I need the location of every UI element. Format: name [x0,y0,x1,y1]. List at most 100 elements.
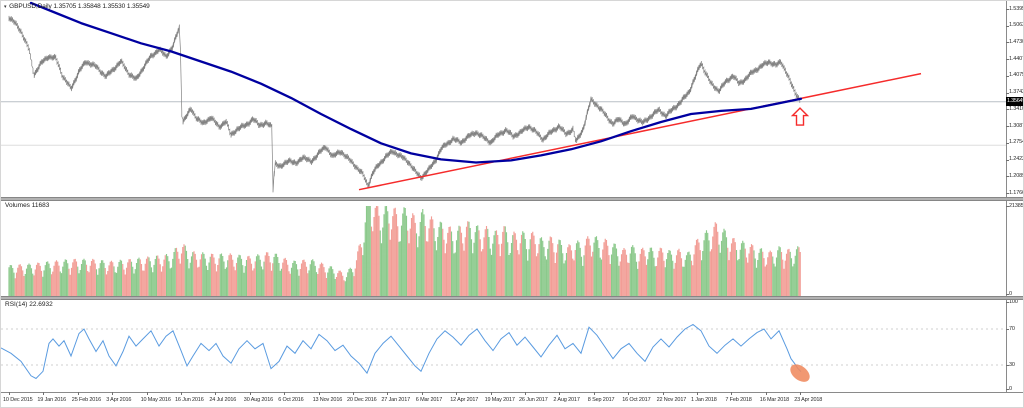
time-axis-tick [353,392,354,395]
price-axis-label: 1.47305 [1009,38,1023,45]
axis-tick [1006,206,1009,207]
rsi-indicator-label: RSI(14) 22.6932 [5,301,53,308]
time-axis-label: 3 Apr 2016 [106,397,132,403]
price-axis-label: 1.24220 [1009,156,1023,163]
time-axis-label: 6 Mar 2017 [415,397,443,403]
axis-tick [1006,109,1009,111]
price-axis-label: 1.20895 [1009,172,1023,179]
rsi-value: 22.6932 [29,301,53,308]
time-axis-tick [697,392,698,395]
chart-marker-icon: ▾ [4,4,7,10]
time-axis-tick [525,392,526,395]
price-axis-label: 1.30870 [1009,122,1023,129]
chart-title: ▾ GBPUSD,Daily 1.35705 1.35848 1.35530 1… [4,3,150,10]
time-axis-tick [9,392,10,395]
price-axis-label: 1.37425 [1009,89,1023,96]
price-axis-label: 1.50630 [1009,22,1023,29]
axis-tick [1006,176,1009,178]
rsi-axis-label: 0 [1009,385,1012,392]
time-axis-label: 16 Mar 2018 [759,397,790,403]
axis-tick [1006,9,1009,10]
pane-divider-volume[interactable] [1,197,1023,201]
time-axis-label: 27 Jan 2017 [381,397,411,403]
time-axis-label: 6 Oct 2016 [278,397,304,403]
price-axis-label: 1.40750 [1009,72,1023,79]
price-axis-label: 1.17665 [1009,189,1023,196]
axis-tick [1006,126,1009,128]
time-axis-label: 23 Apr 2018 [794,397,823,403]
price-chart[interactable] [1,1,1024,198]
time-axis-label: 10 Dec 2015 [3,397,33,403]
time-axis-tick [181,392,182,395]
volume-chart[interactable] [1,201,1024,296]
axis-tick [1006,294,1009,295]
time-axis-label: 7 Feb 2018 [725,397,752,403]
volume-indicator-label: Volumes 11683 [5,202,49,209]
axis-tick [1006,302,1009,303]
axis-tick [1006,75,1009,77]
volume-axis-label: 0 [1009,290,1012,297]
time-axis-label: 10 May 2016 [140,397,171,403]
time-axis-label: 2 Aug 2017 [553,397,580,403]
time-axis-tick [765,392,767,395]
time-axis-tick [249,392,251,395]
time-axis-label: 19 Jan 2016 [37,397,67,403]
pane-divider-rsi[interactable] [1,296,1023,300]
time-axis-tick [490,392,492,395]
time-axis-label: 13 Nov 2016 [312,397,343,403]
time-axis-tick [77,392,79,395]
price-axis-line [1006,1,1007,392]
volume-axis-label: 213856 [1009,202,1024,209]
time-axis-tick [387,392,389,395]
time-axis-tick [318,392,320,395]
rsi-chart[interactable] [1,300,1024,392]
axis-tick [1006,25,1009,27]
time-axis-label: 25 Feb 2016 [71,397,102,403]
time-axis-label: 19 May 2017 [484,397,515,403]
rsi-axis-label: 30 [1009,361,1015,368]
time-axis-tick [284,392,286,395]
axis-tick [1006,329,1009,330]
time-axis-label: 26 Jun 2017 [519,397,548,403]
time-axis-label: 24 Jul 2016 [209,397,237,403]
chart-symbol-period: GBPUSD,Daily [9,3,52,10]
axis-tick [1006,193,1009,194]
time-axis-tick [628,392,630,395]
price-axis-label: 1.34100 [1009,105,1023,112]
time-axis-label: 22 Nov 2017 [656,397,687,403]
time-axis-tick [43,392,45,395]
volume-value: 11683 [31,202,50,209]
current-price-tag: 1.35649 [1006,97,1024,107]
time-axis-label: 12 Apr 2017 [450,397,479,403]
volume-label: Volumes [5,202,30,209]
axis-tick [1006,142,1009,144]
price-axis-label: 1.44075 [1009,55,1023,62]
axis-tick [1006,42,1009,44]
time-axis-tick [731,392,733,395]
rsi-label: RSI(14) [5,301,28,308]
time-axis-label: 16 Jun 2016 [175,397,204,403]
time-axis-tick [146,392,148,395]
time-axis-tick [662,392,664,395]
axis-tick [1006,159,1009,161]
time-axis-tick [456,392,458,395]
time-axis-tick [800,392,802,395]
chart-ohlc-values: 1.35705 1.35848 1.35530 1.35549 [53,3,150,10]
time-axis-tick [421,392,423,395]
rsi-axis-label: 70 [1009,325,1015,332]
rsi-axis-label: 100 [1009,298,1018,305]
time-axis-label: 1 Jan 2018 [691,397,717,403]
time-axis-label: 30 Aug 2016 [243,397,274,403]
axis-tick [1006,365,1009,366]
time-axis-tick [593,392,595,395]
price-axis-label: 1.53955 [1009,5,1023,12]
time-axis-tick [112,392,114,395]
axis-tick [1006,59,1009,61]
time-axis-label: 16 Oct 2017 [622,397,651,403]
time-axis-label: 20 Dec 2016 [347,397,377,403]
axis-tick [1006,389,1009,390]
axis-tick [1006,92,1009,94]
time-axis-tick [215,392,217,395]
time-axis-label: 8 Sep 2017 [587,397,615,403]
